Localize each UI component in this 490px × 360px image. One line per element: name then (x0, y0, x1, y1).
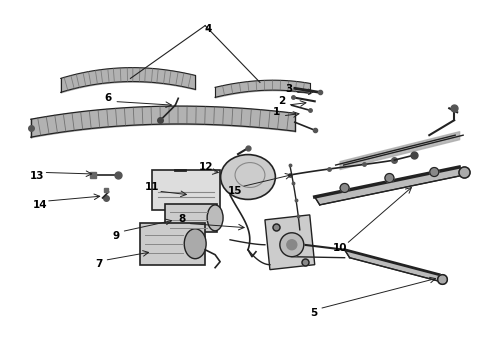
Circle shape (430, 167, 439, 176)
Text: 15: 15 (228, 186, 243, 196)
Text: 6: 6 (105, 93, 112, 103)
FancyBboxPatch shape (141, 223, 205, 265)
Circle shape (340, 184, 349, 193)
Text: 12: 12 (199, 162, 213, 172)
Ellipse shape (235, 163, 265, 188)
Text: 2: 2 (278, 96, 285, 106)
Circle shape (385, 174, 394, 183)
FancyBboxPatch shape (152, 170, 220, 210)
Text: 1: 1 (273, 107, 280, 117)
FancyBboxPatch shape (165, 204, 217, 232)
Circle shape (280, 233, 304, 257)
Ellipse shape (220, 154, 275, 199)
Text: 3: 3 (285, 84, 293, 94)
Polygon shape (315, 167, 464, 205)
Polygon shape (265, 215, 315, 270)
Text: 10: 10 (333, 243, 347, 253)
Ellipse shape (207, 205, 223, 231)
Text: 8: 8 (178, 215, 185, 224)
Text: 7: 7 (95, 259, 102, 269)
Text: 4: 4 (205, 24, 212, 35)
Ellipse shape (184, 229, 206, 259)
Text: 13: 13 (30, 171, 45, 181)
Circle shape (287, 240, 297, 250)
Polygon shape (344, 250, 444, 283)
Text: 9: 9 (112, 231, 119, 240)
Text: 14: 14 (33, 200, 48, 210)
Text: 11: 11 (145, 182, 160, 192)
Text: 5: 5 (310, 308, 317, 318)
